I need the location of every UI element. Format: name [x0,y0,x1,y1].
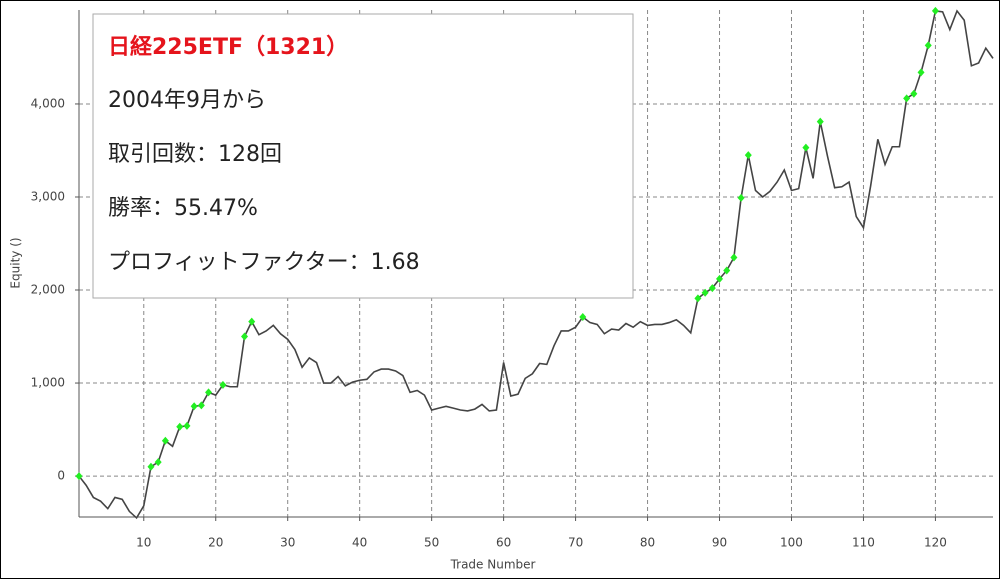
new-high-marker [730,253,738,262]
y-tick-label: 4,000 [31,96,65,110]
x-tick-label: 70 [568,536,583,550]
new-high-marker [183,421,191,430]
new-high-marker [701,288,709,297]
new-high-marker [903,94,911,103]
x-tick-label: 110 [852,536,875,550]
new-high-marker [219,380,227,389]
new-high-marker [147,462,155,471]
new-high-marker [744,151,752,160]
new-high-marker [924,41,932,50]
new-high-marker [723,266,731,275]
new-high-marker [716,274,724,283]
new-high-marker [176,422,184,431]
new-high-marker [737,193,745,202]
new-high-marker [708,284,716,293]
equity-line [78,9,994,520]
x-tick-label: 80 [640,536,655,550]
x-tick-label: 20 [208,536,223,550]
new-high-marker [154,458,162,467]
plot [75,6,994,520]
info-box: 日経225ETF（1321） 2004年9月から取引回数：128回勝率：55.4… [92,13,634,299]
x-tick-label: 60 [496,536,511,550]
y-tick-label: 0 [57,469,65,483]
info-box-frame [92,13,634,299]
y-axis-label: Equity () [9,237,23,288]
new-high-marker [931,6,939,15]
new-high-marker [579,312,587,321]
x-tick-label: 30 [280,536,295,550]
y-tick-label: 3,000 [31,189,65,203]
new-high-marker [248,317,256,326]
new-high-marker [802,143,810,152]
x-axis-label: Trade Number [450,558,536,572]
info-line: 勝率：55.47% [108,196,258,221]
new-high-marker [910,89,918,98]
x-tick-label: 120 [924,536,947,550]
new-high-marker [75,472,83,481]
info-line: 取引回数：128回 [108,142,282,167]
new-high-marker [161,436,169,445]
y-tick-label: 1,000 [31,376,65,390]
x-tick-label: 100 [780,536,803,550]
new-high-marker [694,294,702,303]
x-tick-label: 90 [712,536,727,550]
info-line: プロフィットファクター：1.68 [108,250,420,275]
new-high-marker [190,402,198,411]
new-high-marker [816,117,824,126]
x-tick-label: 50 [424,536,439,550]
new-high-marker [917,68,925,77]
info-title: 日経225ETF（1321） [108,34,348,60]
new-high-marker [197,401,205,410]
new-high-marker [205,388,213,397]
info-line: 2004年9月から [108,88,266,113]
new-high-marker [241,332,249,341]
x-tick-label: 10 [136,536,151,550]
x-tick-label: 40 [352,536,367,550]
y-tick-label: 2,000 [31,283,65,297]
